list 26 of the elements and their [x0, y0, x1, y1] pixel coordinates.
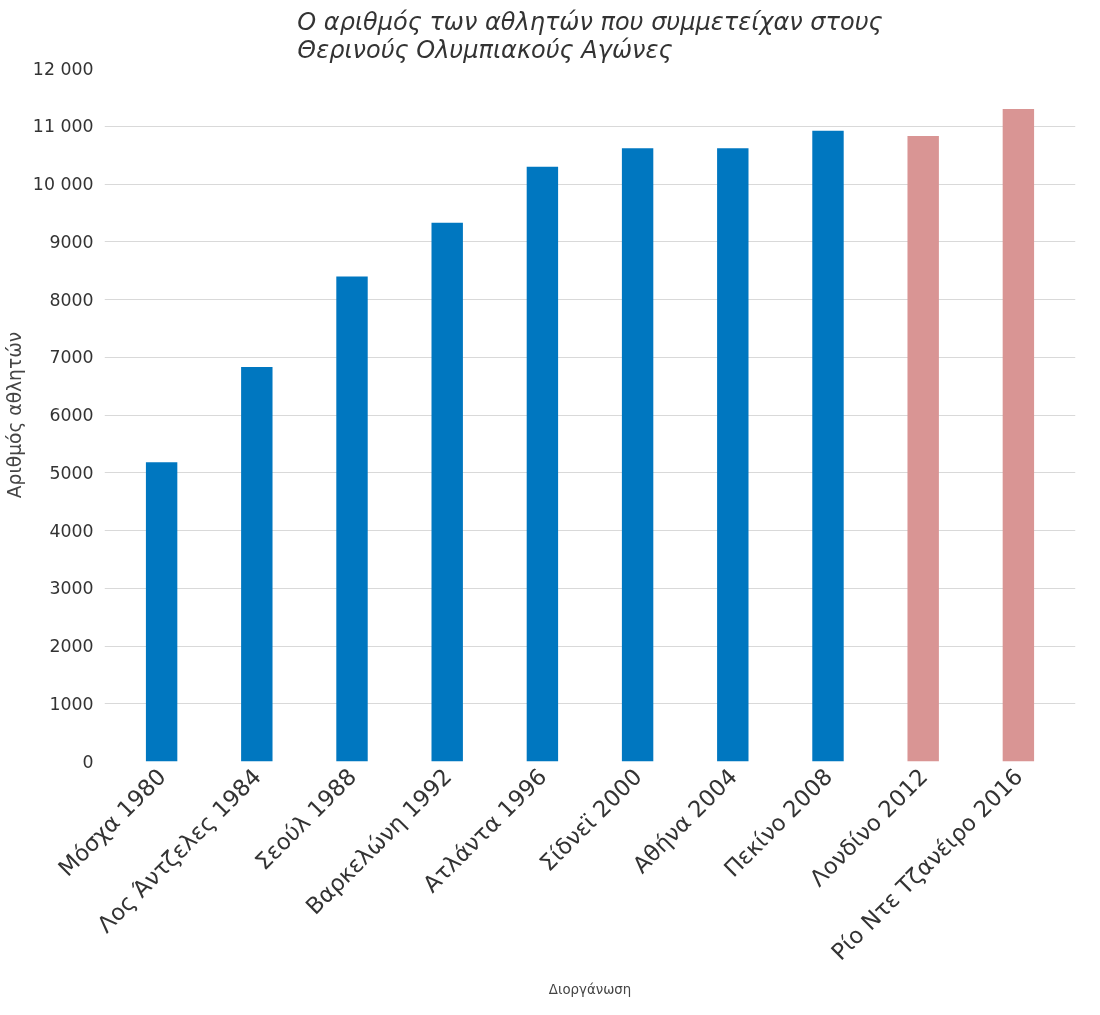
- y-tick-label: 8000: [49, 289, 94, 310]
- y-tick-label: 7000: [49, 347, 94, 368]
- bar: [812, 130, 844, 762]
- y-tick-label: 1000: [49, 693, 94, 714]
- y-tick-label: 2000: [49, 636, 94, 656]
- y-tick-label: 11 000: [32, 116, 94, 137]
- bar: [526, 166, 559, 762]
- y-tick-label: 9000: [49, 231, 94, 252]
- y-tick-label: 0: [82, 751, 94, 772]
- y-tick-label: 6000: [49, 405, 94, 425]
- y-tick-label: 10 000: [32, 174, 94, 194]
- y-tick-label: 3000: [49, 578, 94, 599]
- bar: [145, 462, 178, 762]
- chart-title: Ο αριθμός των αθλητών που συμμετείχαν στους Θερινούς Ολυμπιακούς Αγώνες: [297, 7, 883, 64]
- bar: [241, 367, 273, 762]
- bar: [717, 148, 749, 762]
- x-axis-title: Διοργάνωση: [548, 982, 632, 998]
- y-tick-label: 12 000: [32, 58, 94, 79]
- bar: [336, 276, 368, 762]
- y-tick-label: 4000: [49, 520, 94, 541]
- y-axis-title: Αριθμός αθλητών: [3, 331, 25, 499]
- bar: [1002, 108, 1035, 762]
- bar: [907, 136, 939, 762]
- y-tick-label: 5000: [49, 462, 94, 483]
- bar: [621, 148, 654, 762]
- bar: [431, 222, 463, 762]
